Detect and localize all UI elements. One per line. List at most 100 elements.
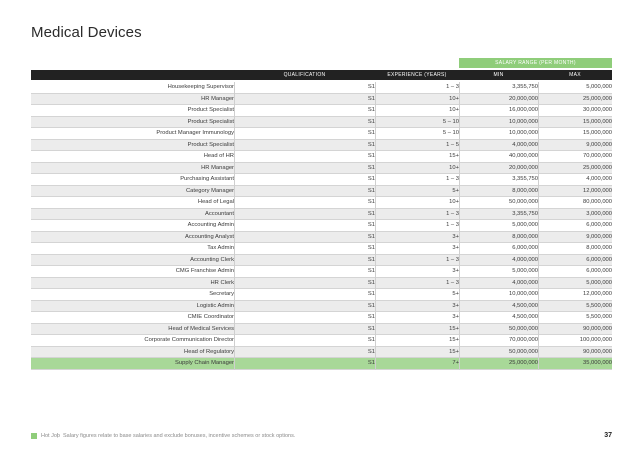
table-row: Purchasing Assistant S1 1 – 3 3,355,750 4,00…: [31, 174, 612, 186]
job-title-cell: Head of Legal: [197, 199, 234, 205]
salary-min-cell: 50,000,000: [508, 325, 538, 332]
table-row: Accounting Admin S1 1 – 3 5,000,000 6,000,00…: [31, 220, 612, 232]
job-title-cell: CMIE Coordinator: [187, 314, 234, 320]
qualification-cell: S1: [367, 348, 375, 355]
salary-max-cell: 15,000,000: [582, 130, 612, 136]
job-title-cell: CMG Franchise Admin: [175, 268, 234, 274]
table-row: HR Manager S1 10+ 20,000,000 25,000,000: [31, 162, 612, 174]
experience-cell: 1 – 5: [446, 141, 459, 148]
salary-min-cell: 50,000,000: [508, 348, 538, 355]
job-title-cell: Supply Chain Manager: [175, 360, 234, 366]
table-row: Product Specialist S1 5 – 10 10,000,000 15,0…: [31, 116, 612, 128]
salary-min-cell: 4,500,000: [512, 314, 538, 320]
experience-cell: 1 – 3: [446, 84, 459, 90]
experience-cell: 10+: [449, 95, 459, 102]
job-title-cell: Secretary: [209, 291, 234, 297]
salary-max-cell: 5,000,000: [586, 84, 612, 90]
salary-max-cell: 90,000,000: [582, 325, 612, 332]
header-max: MAX: [569, 72, 581, 78]
experience-cell: 3+: [452, 314, 459, 320]
salary-min-cell: 4,000,000: [512, 141, 538, 148]
salary-min-cell: 4,000,000: [512, 279, 538, 286]
salary-min-cell: 6,000,000: [512, 245, 538, 251]
salary-min-cell: 10,000,000: [508, 291, 538, 297]
experience-cell: 15+: [449, 325, 459, 332]
qualification-cell: S1: [367, 268, 375, 274]
salary-max-cell: 25,000,000: [582, 164, 612, 171]
header-experience: EXPERIENCE (YEARS): [387, 72, 447, 78]
table-row: Product Manager Immunology S1 5 – 10 10,000…: [31, 128, 612, 140]
job-title-cell: HR Clerk: [210, 279, 234, 286]
salary-max-cell: 6,000,000: [586, 222, 612, 228]
experience-cell: 3+: [452, 302, 459, 309]
salary-min-cell: 50,000,000: [508, 199, 538, 205]
salary-min-cell: 10,000,000: [508, 130, 538, 136]
qualification-cell: S1: [367, 118, 375, 125]
salary-max-cell: 70,000,000: [582, 153, 612, 159]
footer-mark-icon: [31, 433, 37, 439]
experience-cell: 1 – 3: [446, 279, 459, 286]
job-title-cell: HR Manager: [201, 95, 234, 102]
table-row: Product Specialist S1 10+ 16,000,000 30,000,…: [31, 105, 612, 117]
experience-cell: 1 – 3: [446, 256, 459, 263]
table-row: Corporate Communication Director S1 15+ 70,…: [31, 335, 612, 347]
qualification-cell: S1: [367, 325, 375, 332]
experience-cell: 15+: [449, 337, 459, 343]
table-row: HR Clerk S1 1 – 3 4,000,000 5,000,000: [31, 277, 612, 289]
experience-cell: 7+: [452, 360, 459, 366]
table-header: QUALIFICATION EXPERIENCE (YEARS) MIN MAX: [31, 70, 612, 80]
salary-min-cell: 3,355,750: [512, 176, 538, 182]
salary-min-cell: 70,000,000: [508, 337, 538, 343]
qualification-cell: S1: [367, 222, 375, 228]
table-row: Tax Admin S1 3+ 6,000,000 8,000,000: [31, 243, 612, 255]
salary-min-cell: 5,000,000: [512, 222, 538, 228]
column-divider: [234, 82, 235, 370]
experience-cell: 1 – 3: [446, 176, 459, 182]
job-title-cell: Accountant: [204, 210, 234, 217]
salary-max-cell: 12,000,000: [582, 291, 612, 297]
experience-cell: 1 – 3: [446, 222, 459, 228]
salary-max-cell: 35,000,000: [582, 360, 612, 366]
salary-max-cell: 5,500,000: [586, 302, 612, 309]
footer-note: Salary figures relate to base salaries a…: [63, 433, 296, 439]
experience-cell: 15+: [449, 348, 459, 355]
table-row: Logistic Admin S1 3+ 4,500,000 5,500,000: [31, 300, 612, 312]
salary-range-band: SALARY RANGE (PER MONTH): [459, 58, 612, 68]
job-title-cell: Tax Admin: [207, 245, 234, 251]
salary-min-cell: 20,000,000: [508, 164, 538, 171]
experience-cell: 15+: [449, 153, 459, 159]
experience-cell: 5+: [452, 187, 459, 194]
qualification-cell: S1: [367, 210, 375, 217]
job-title-cell: Housekeeping Supervisor: [167, 84, 234, 90]
job-title-cell: Accounting Clerk: [190, 256, 234, 263]
qualification-cell: S1: [367, 279, 375, 286]
salary-min-cell: 4,500,000: [512, 302, 538, 309]
table-row: Head of Regulatory S1 15+ 50,000,000 90,000,…: [31, 346, 612, 358]
qualification-cell: S1: [367, 233, 375, 240]
experience-cell: 3+: [452, 233, 459, 240]
table-row: Housekeeping Supervisor S1 1 – 3 3,355,750 5…: [31, 82, 612, 94]
job-title-cell: Product Specialist: [187, 118, 234, 125]
salary-max-cell: 3,000,000: [586, 210, 612, 217]
column-divider: [375, 82, 376, 370]
salary-max-cell: 15,000,000: [582, 118, 612, 125]
header-min: MIN: [493, 72, 504, 78]
footer: Hot Job | Salary figures relate to base …: [31, 430, 612, 442]
experience-cell: 10+: [449, 107, 459, 113]
qualification-cell: S1: [367, 314, 375, 320]
job-title-cell: Logistic Admin: [196, 302, 234, 309]
qualification-cell: S1: [367, 164, 375, 171]
job-title-cell: Product Manager Immunology: [156, 130, 234, 136]
qualification-cell: S1: [367, 95, 375, 102]
qualification-cell: S1: [367, 256, 375, 263]
salary-min-cell: 25,000,000: [508, 360, 538, 366]
qualification-cell: S1: [367, 337, 375, 343]
job-title-cell: Product Specialist: [187, 141, 234, 148]
table-row: Supply Chain Manager S1 7+ 25,000,000 35,000…: [31, 358, 612, 370]
salary-max-cell: 12,000,000: [582, 187, 612, 194]
salary-max-cell: 5,500,000: [586, 314, 612, 320]
qualification-cell: S1: [367, 176, 375, 182]
job-title-cell: Corporate Communication Director: [144, 337, 234, 343]
salary-table-body: Housekeeping Supervisor S1 1 – 3 3,355,750 5…: [31, 82, 612, 370]
experience-cell: 3+: [452, 245, 459, 251]
